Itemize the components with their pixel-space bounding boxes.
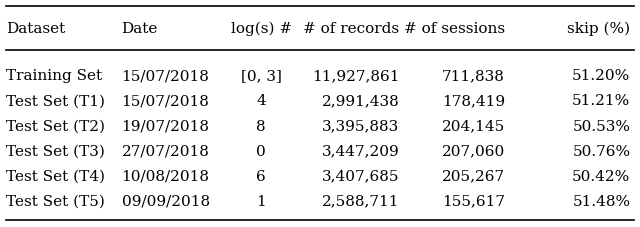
Text: 51.20%: 51.20%	[572, 69, 630, 83]
Text: 207,060: 207,060	[442, 144, 505, 158]
Text: # of records: # of records	[303, 21, 399, 35]
Text: 4: 4	[256, 94, 266, 108]
Text: 3,395,883: 3,395,883	[322, 119, 399, 133]
Text: 50.53%: 50.53%	[572, 119, 630, 133]
Text: 09/09/2018: 09/09/2018	[122, 194, 210, 208]
Text: 204,145: 204,145	[442, 119, 505, 133]
Text: 3,447,209: 3,447,209	[322, 144, 399, 158]
Text: Test Set (T2): Test Set (T2)	[6, 119, 106, 133]
Text: 10/08/2018: 10/08/2018	[122, 169, 210, 183]
Text: 50.76%: 50.76%	[572, 144, 630, 158]
Text: 27/07/2018: 27/07/2018	[122, 144, 209, 158]
Text: 205,267: 205,267	[442, 169, 505, 183]
Text: Dataset: Dataset	[6, 21, 66, 35]
Text: 15/07/2018: 15/07/2018	[122, 94, 209, 108]
Text: 155,617: 155,617	[442, 194, 505, 208]
Text: 8: 8	[256, 119, 266, 133]
Text: 50.42%: 50.42%	[572, 169, 630, 183]
Text: 51.48%: 51.48%	[572, 194, 630, 208]
Text: Training Set: Training Set	[6, 69, 102, 83]
Text: log(s) #: log(s) #	[230, 21, 292, 36]
Text: Test Set (T1): Test Set (T1)	[6, 94, 106, 108]
Text: Test Set (T5): Test Set (T5)	[6, 194, 105, 208]
Text: # of sessions: # of sessions	[404, 21, 505, 35]
Text: 711,838: 711,838	[442, 69, 505, 83]
Text: 0: 0	[256, 144, 266, 158]
Text: 2,588,711: 2,588,711	[322, 194, 399, 208]
Text: Test Set (T3): Test Set (T3)	[6, 144, 105, 158]
Text: Date: Date	[122, 21, 158, 35]
Text: Test Set (T4): Test Set (T4)	[6, 169, 106, 183]
Text: 19/07/2018: 19/07/2018	[122, 119, 210, 133]
Text: 3,407,685: 3,407,685	[322, 169, 399, 183]
Text: 1: 1	[256, 194, 266, 208]
Text: 51.21%: 51.21%	[572, 94, 630, 108]
Text: 6: 6	[256, 169, 266, 183]
Text: skip (%): skip (%)	[567, 21, 630, 36]
Text: 15/07/2018: 15/07/2018	[122, 69, 209, 83]
Text: 178,419: 178,419	[442, 94, 505, 108]
Text: 11,927,861: 11,927,861	[312, 69, 399, 83]
Text: 2,991,438: 2,991,438	[322, 94, 399, 108]
Text: [0, 3]: [0, 3]	[241, 69, 282, 83]
